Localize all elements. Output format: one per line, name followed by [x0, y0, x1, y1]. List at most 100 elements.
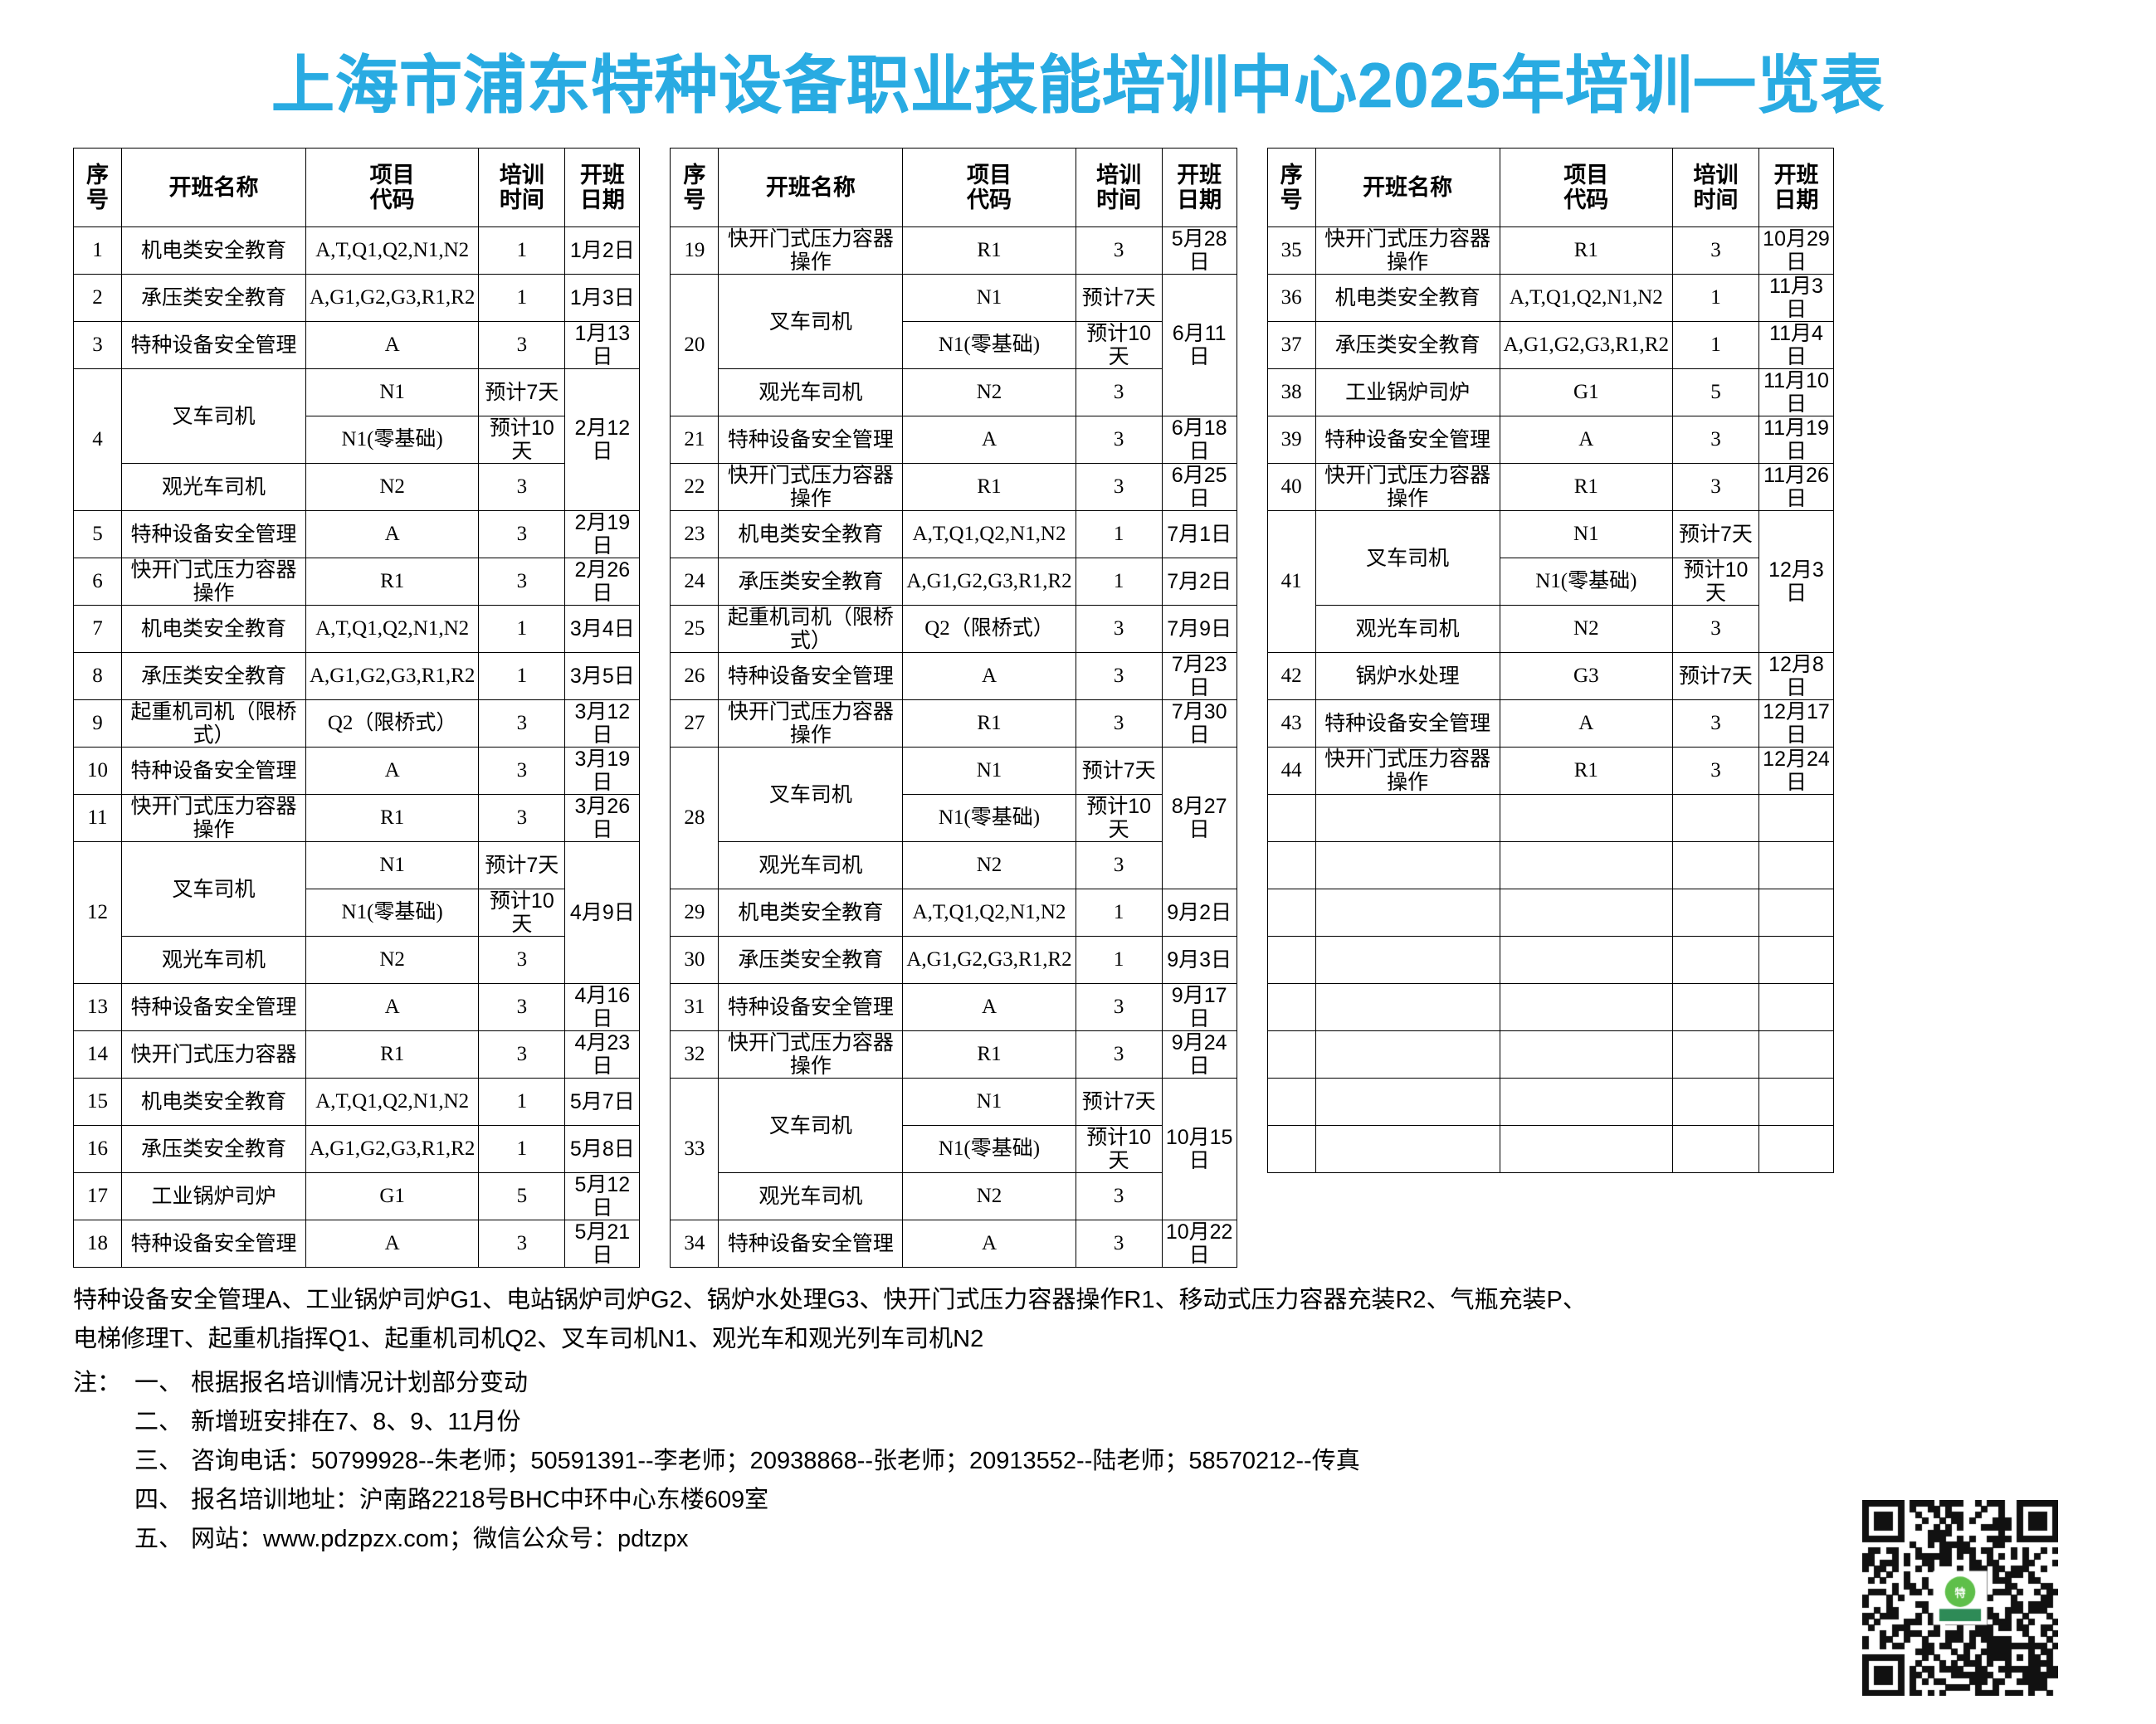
table-row: 21 特种设备安全管理 A 3 6月18日 [670, 416, 1237, 464]
cell-class-name: 快开门式压力容器操作 [121, 558, 306, 606]
table-row: 33 叉车司机 N1 预计7天 10月15日 [670, 1078, 1237, 1220]
cell-duration: 3 [1075, 605, 1163, 653]
cell-class-name: 快开门式压力容器操作 [1315, 463, 1500, 511]
table-row: 2 承压类安全教育 A,G1,G2,G3,R1,R2 1 1月3日 [73, 274, 641, 322]
cell-duration: 1 [478, 1078, 566, 1126]
cell-class-name: 特种设备安全管理 [718, 1220, 904, 1268]
cell-index: 5 [73, 510, 122, 558]
table-row: 25 起重机司机（限桥式） Q2（限桥式） 3 7月9日 [670, 605, 1237, 653]
table-row: 16 承压类安全教育 A,G1,G2,G3,R1,R2 1 5月8日 [73, 1125, 641, 1173]
table-row: N1(零基础) 预计10天 [671, 794, 1237, 842]
wechat-qr-code [1862, 1500, 2058, 1696]
cell-project-code: N1 [902, 1078, 1076, 1126]
cell-class-name: 叉车司机 [718, 747, 904, 842]
cell-index: 7 [73, 605, 122, 653]
table-row-empty [1266, 794, 1834, 842]
cell-project-code: N1(零基础) [305, 416, 480, 464]
table-row-empty [1266, 841, 1834, 889]
table-row: 6 快开门式压力容器操作 R1 3 2月26日 [73, 558, 641, 606]
cell-duration: 预计10天 [1075, 321, 1163, 369]
cell-index: 22 [670, 463, 719, 511]
cell-project-code: A,G1,G2,G3,R1,R2 [1499, 321, 1673, 369]
cell-empty [1315, 1078, 1500, 1126]
cell-start-date: 5月8日 [564, 1125, 641, 1173]
cell-duration: 1 [1075, 936, 1163, 984]
column-header-project-code: 项目 代码 [1499, 148, 1673, 227]
table-row: 32 快开门式压力容器操作 R1 3 9月24日 [670, 1030, 1237, 1079]
cell-index: 19 [670, 226, 719, 275]
cell-duration: 1 [478, 652, 566, 700]
cell-start-date: 4月23日 [564, 1030, 641, 1079]
cell-class-name: 承压类安全教育 [1315, 321, 1500, 369]
cell-empty [1266, 936, 1316, 984]
cell-index: 30 [670, 936, 719, 984]
schedule-tables-container: 序号 开班名称 项目 代码 培训 时间 开班 日期 1 机电类安全教育 A,T,Q1,Q2,N1,N… [73, 118, 2156, 1268]
cell-class-name: 起重机司机（限桥式） [121, 699, 306, 748]
table-row: 41 叉车司机 N1 预计7天 12月3日 [1266, 510, 1834, 653]
column-header-project-code: 项目 代码 [902, 148, 1076, 227]
cell-project-code: R1 [1499, 747, 1673, 795]
note-item: 注： 一、 根据报名培训情况计划部分变动 [73, 1364, 1733, 1403]
table-row: 10 特种设备安全管理 A 3 3月19日 [73, 747, 641, 795]
table-row: N1(零基础) 预计10天 [74, 416, 640, 464]
table-row: 39 特种设备安全管理 A 3 11月19日 [1266, 416, 1834, 464]
column-header-class-name: 开班名称 [1315, 148, 1500, 227]
cell-empty [1315, 889, 1500, 937]
cell-index: 14 [73, 1030, 122, 1079]
table-header-row: 序号 开班名称 项目 代码 培训 时间 开班 日期 [670, 148, 1237, 227]
cell-class-name: 机电类安全教育 [121, 605, 306, 653]
cell-project-code: N1(零基础) [902, 321, 1076, 369]
cell-project-code: R1 [305, 794, 480, 842]
cell-duration: 3 [1671, 226, 1759, 275]
table-row: 18 特种设备安全管理 A 3 5月21日 [73, 1220, 641, 1268]
cell-class-name: 快开门式压力容器操作 [1315, 226, 1500, 275]
cell-duration: 预计7天 [478, 841, 566, 889]
note-number: 四、 [134, 1486, 183, 1513]
legend-line-1: 特种设备安全管理A、工业锅炉司炉G1、电站锅炉司炉G2、锅炉水处理G3、快开门式… [73, 1287, 1587, 1313]
cell-index: 4 [73, 368, 122, 511]
cell-project-code: N1(零基础) [902, 1125, 1076, 1173]
cell-index: 32 [670, 1030, 719, 1079]
cell-project-code: Q2（限桥式） [902, 605, 1076, 653]
cell-class-name: 观光车司机 [718, 1172, 904, 1220]
table-row-empty [1266, 936, 1834, 984]
cell-duration: 1 [1671, 321, 1759, 369]
cell-duration: 预计10天 [1075, 794, 1163, 842]
cell-project-code: A,T,Q1,Q2,N1,N2 [1499, 274, 1673, 322]
cell-index: 24 [670, 558, 719, 606]
cell-start-date: 2月12日 [564, 368, 641, 511]
cell-index: 41 [1266, 510, 1316, 653]
cell-empty [1266, 889, 1316, 937]
column-header-duration: 培训 时间 [1075, 148, 1163, 227]
column-header-duration: 培训 时间 [1671, 148, 1759, 227]
cell-project-code: R1 [305, 558, 480, 606]
cell-empty [1499, 841, 1673, 889]
cell-duration: 3 [1075, 652, 1163, 700]
cell-empty [1315, 1125, 1500, 1173]
cell-duration: 3 [1075, 1030, 1163, 1079]
cell-duration: 预计7天 [1075, 747, 1163, 795]
table-row: 14 快开门式压力容器 R1 3 4月23日 [73, 1030, 641, 1079]
table-row: N1(零基础) 预计10天 [671, 1125, 1237, 1173]
column-header-duration: 培训 时间 [478, 148, 566, 227]
table-row: 19 快开门式压力容器操作 R1 3 5月28日 [670, 226, 1237, 275]
cell-empty [1758, 889, 1834, 937]
cell-class-name: 快开门式压力容器操作 [718, 1030, 904, 1079]
cell-start-date: 9月3日 [1161, 936, 1237, 984]
cell-project-code: A,T,Q1,Q2,N1,N2 [902, 510, 1076, 558]
cell-project-code: N1 [902, 747, 1076, 795]
cell-project-code: R1 [902, 699, 1076, 748]
cell-project-code: N1 [305, 841, 480, 889]
cell-project-code: N1(零基础) [305, 889, 480, 937]
cell-duration: 1 [1671, 274, 1759, 322]
cell-index: 42 [1266, 652, 1316, 700]
cell-class-name: 特种设备安全管理 [1315, 699, 1500, 748]
cell-duration: 3 [1671, 605, 1759, 653]
cell-start-date: 9月2日 [1161, 889, 1237, 937]
cell-project-code: A,T,Q1,Q2,N1,N2 [305, 1078, 480, 1126]
cell-duration: 3 [478, 510, 566, 558]
cell-empty [1315, 841, 1500, 889]
cell-index: 10 [73, 747, 122, 795]
cell-empty [1758, 983, 1834, 1031]
cell-empty [1315, 983, 1500, 1031]
